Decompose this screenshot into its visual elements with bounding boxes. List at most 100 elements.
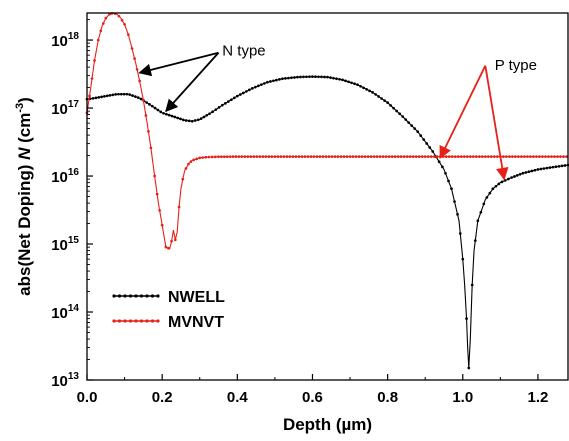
data-point — [314, 75, 317, 79]
data-point — [511, 155, 514, 158]
annotation-arrow — [484, 65, 509, 181]
data-point — [244, 90, 248, 93]
x-tick-label: 0.2 — [152, 389, 173, 406]
data-point — [214, 108, 218, 111]
data-point — [144, 114, 148, 117]
data-point — [508, 155, 511, 158]
data-point — [276, 155, 280, 158]
data-point — [368, 89, 371, 93]
data-point — [111, 93, 115, 97]
data-point — [402, 155, 406, 158]
data-point — [437, 160, 441, 164]
y-tick-base: 10 — [51, 169, 68, 186]
data-point — [548, 166, 552, 169]
data-point — [311, 75, 314, 78]
annotation-arrow — [138, 51, 219, 77]
data-point — [411, 155, 415, 158]
data-point — [332, 76, 335, 80]
data-point — [279, 155, 283, 158]
data-point — [553, 155, 556, 158]
data-point — [258, 155, 262, 158]
data-point — [470, 283, 474, 287]
data-point — [381, 155, 385, 158]
legend-swatch-marker — [145, 294, 149, 298]
data-point — [156, 108, 160, 112]
y-axis-label-symbol: N — [15, 147, 34, 160]
data-point — [483, 155, 487, 158]
data-point — [290, 76, 293, 80]
data-point — [272, 79, 275, 83]
data-point — [303, 155, 307, 158]
data-point — [513, 175, 516, 178]
data-point — [247, 88, 251, 92]
data-point — [135, 68, 139, 71]
data-point — [204, 155, 208, 159]
data-point — [429, 155, 433, 158]
data-point — [431, 150, 435, 153]
data-point — [339, 155, 343, 158]
data-point — [488, 191, 492, 195]
data-point — [330, 155, 334, 158]
data-point — [526, 155, 529, 158]
data-point — [232, 96, 236, 100]
data-point — [502, 155, 505, 158]
data-point — [308, 75, 311, 79]
data-point — [145, 101, 149, 104]
data-point — [198, 156, 202, 160]
y-axis-label-unit-close: ) — [15, 97, 34, 103]
y-tick-base: 10 — [51, 237, 68, 254]
data-point — [88, 94, 91, 98]
annotation-label: P type — [495, 57, 537, 74]
legend-swatch-marker — [139, 319, 144, 323]
data-point — [263, 82, 266, 85]
data-point — [341, 78, 344, 82]
data-point — [187, 162, 190, 166]
x-tick-label: 0.4 — [227, 389, 249, 406]
data-point — [422, 138, 426, 141]
legend-swatch-marker — [150, 319, 155, 323]
y-tick-exponent: 15 — [68, 235, 80, 246]
data-point — [128, 93, 132, 97]
data-point — [260, 83, 263, 86]
data-point — [496, 155, 499, 158]
data-point — [217, 106, 221, 109]
data-point — [338, 77, 341, 81]
data-point — [408, 155, 412, 158]
x-axis-label: Depth (µm) — [283, 415, 372, 434]
x-tick-label: 0.8 — [377, 389, 398, 406]
data-point — [497, 182, 501, 186]
annotation-arrow — [165, 52, 220, 113]
data-point — [392, 106, 395, 110]
annotation-layer: N type P type — [138, 43, 537, 181]
data-point — [318, 155, 322, 158]
data-point — [120, 18, 124, 22]
data-point — [273, 155, 277, 158]
legend-item-mvnvt: MVNVT — [112, 314, 224, 331]
plot-frame — [86, 12, 569, 381]
data-point — [94, 96, 98, 100]
data-point — [359, 84, 362, 88]
data-point — [90, 77, 94, 80]
data-point — [374, 93, 377, 96]
data-point — [453, 155, 457, 158]
data-point — [255, 155, 259, 158]
data-point — [187, 119, 191, 123]
data-point — [261, 155, 265, 158]
data-point — [554, 165, 558, 169]
data-point — [167, 246, 170, 250]
data-point — [296, 75, 299, 79]
data-point — [557, 164, 561, 168]
legend-swatch-marker — [117, 319, 122, 323]
data-point — [167, 113, 171, 117]
data-point — [285, 155, 289, 158]
data-point — [389, 104, 392, 107]
data-point — [399, 155, 403, 158]
data-point — [126, 33, 130, 37]
data-point — [353, 82, 356, 86]
data-point — [350, 81, 353, 85]
data-point — [507, 177, 510, 181]
data-point — [398, 112, 401, 116]
data-point — [563, 164, 567, 167]
legend-swatch-marker — [145, 319, 149, 323]
data-point — [545, 166, 549, 170]
